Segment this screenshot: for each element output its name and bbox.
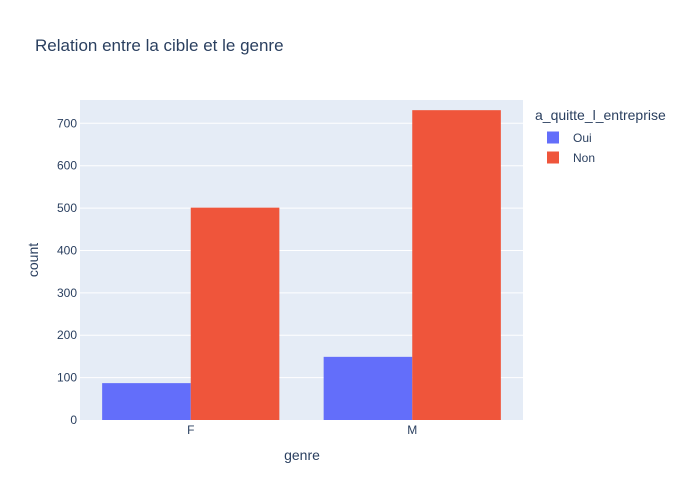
- legend-label-oui: Oui: [573, 131, 592, 145]
- bar-oui-f: [102, 383, 191, 420]
- legend-swatch-non: [547, 151, 559, 164]
- y-tick-label: 500: [57, 201, 77, 215]
- bar-non-m: [412, 110, 501, 421]
- bar-non-f: [190, 207, 280, 420]
- bar-oui-m: [323, 356, 413, 420]
- y-tick-label: 200: [57, 328, 77, 342]
- y-tick-label: 600: [57, 159, 77, 173]
- legend: a_quitte_l_entreprise Oui Non: [535, 107, 666, 165]
- x-tick-label: F: [187, 423, 194, 437]
- x-axis-title: genre: [284, 447, 320, 463]
- chart-title: Relation entre la cible et le genre: [35, 36, 284, 55]
- y-tick-label: 400: [57, 243, 77, 257]
- y-tick-label: 100: [57, 371, 77, 385]
- y-tick-label: 300: [57, 286, 77, 300]
- legend-label-non: Non: [573, 151, 595, 165]
- legend-title: a_quitte_l_entreprise: [535, 107, 666, 123]
- x-tick-label: M: [407, 423, 417, 437]
- bars: [102, 110, 501, 421]
- y-tick-label: 0: [70, 413, 77, 427]
- y-axis-title: count: [25, 243, 41, 277]
- y-axis-ticks: 0 100 200 300 400 500 600 700: [57, 116, 77, 427]
- legend-swatch-oui: [547, 131, 559, 144]
- y-tick-label: 700: [57, 116, 77, 130]
